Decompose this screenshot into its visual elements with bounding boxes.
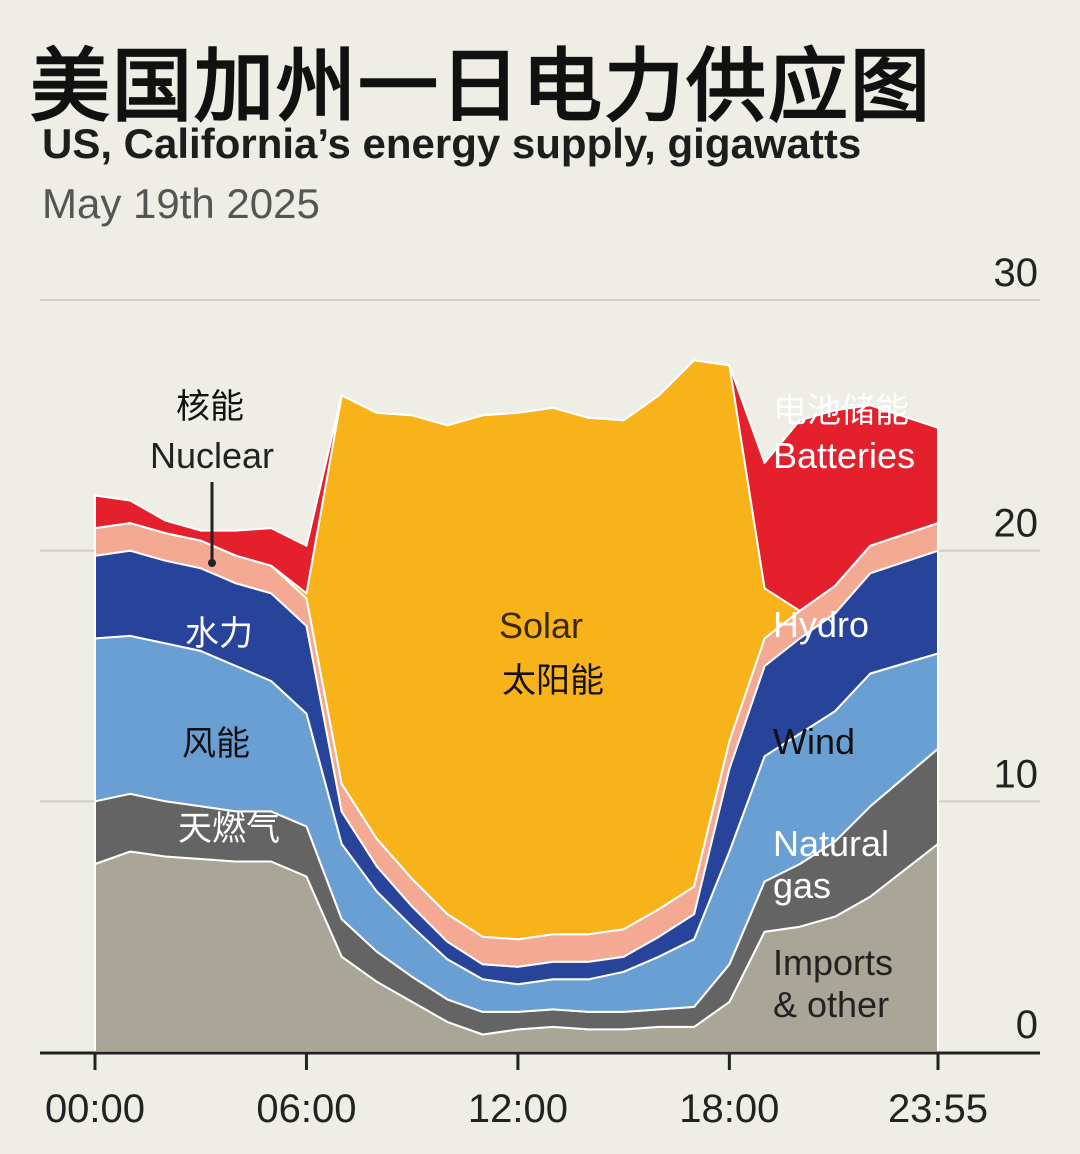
area-batteries [94,359,939,612]
label-nuclear-en: Nuclear [150,435,274,476]
x-tick-label: 23:55 [888,1087,988,1131]
x-tick-label: 06:00 [256,1087,356,1131]
label-solar-cn: 太阳能 [502,661,604,701]
label-solar-en: Solar [499,605,583,646]
x-tick-label: 18:00 [679,1087,779,1131]
chart-title-chinese: 美国加州一日电力供应图 [30,40,932,133]
y-tick-label: 10 [994,752,1039,796]
label-nuclear-cn: 核能 [176,387,244,427]
chart-date: May 19th 2025 [42,180,320,227]
label-natural-gas-en: Natural gas [773,823,889,906]
nuclear-pointer-dot [208,559,216,567]
label-wind-cn: 风能 [182,724,250,764]
series-areas [94,359,939,1053]
y-tick-label: 30 [994,251,1039,295]
y-tick-label: 20 [994,502,1039,546]
x-tick-label: 00:00 [45,1087,145,1131]
label-wind-en: Wind [773,721,855,762]
label-batteries-en: Batteries [773,435,915,476]
label-hydro-cn: 水力 [185,614,253,654]
label-batteries-cn: 电池储能 [773,391,909,431]
chart-subtitle: US, California’s energy supply, gigawatt… [42,120,862,167]
axes: 0 10 20 30 00:00 06:00 12:00 18:00 23:55 [40,251,1040,1131]
label-imports-en: Imports & other [773,942,893,1025]
label-natural-gas-cn: 天燃气 [178,809,280,849]
label-hydro-en: Hydro [773,604,869,645]
y-tick-label: 0 [1016,1003,1038,1047]
x-tick-label: 12:00 [468,1087,568,1131]
